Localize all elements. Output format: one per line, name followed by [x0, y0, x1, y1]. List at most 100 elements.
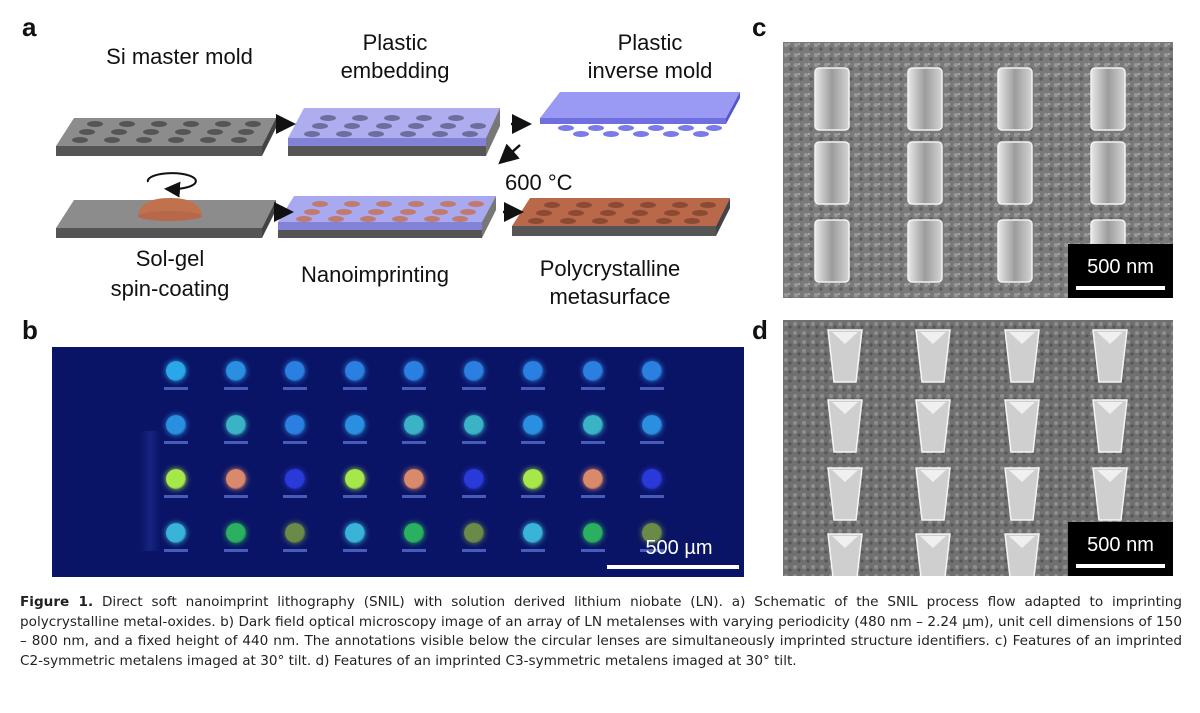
pillar-top	[1009, 536, 1035, 548]
inverse-pillars	[558, 125, 722, 137]
pillar-top	[920, 402, 946, 414]
structure-identifier	[640, 441, 664, 444]
pillar-top	[832, 332, 858, 344]
pillar-top	[1097, 402, 1123, 414]
scale-label-c: 500 nm	[1087, 256, 1154, 278]
structure-identifier	[640, 387, 664, 390]
label-temperature: 600 °C	[505, 170, 573, 195]
structure-identifier	[283, 549, 307, 552]
scale-bar-c	[1076, 286, 1165, 290]
imprint-identifier-mark	[140, 431, 160, 551]
dark-field-image: 500 µm	[52, 347, 744, 577]
structure-identifier	[223, 387, 248, 390]
metalens	[225, 361, 246, 381]
sem-c-features	[814, 67, 1126, 283]
structure-identifier	[283, 495, 307, 498]
structure-identifier	[461, 495, 486, 498]
scale-bar	[607, 565, 739, 569]
metalens	[463, 361, 484, 381]
metalens	[523, 523, 543, 543]
pillar-top	[1009, 332, 1035, 344]
sem-d-features	[827, 329, 1128, 576]
pillar-top	[920, 470, 946, 482]
metasurface-block	[512, 198, 730, 236]
scale-label: 500 µm	[645, 537, 713, 559]
metalens	[523, 469, 543, 489]
arrow-icon	[498, 143, 521, 165]
structure-identifier	[342, 387, 367, 390]
structure-identifier	[461, 387, 486, 390]
nanopillar	[907, 67, 943, 131]
structure-identifier	[521, 549, 545, 552]
metalens	[285, 415, 305, 435]
nanoimprinting-block	[278, 196, 496, 238]
metalens	[344, 415, 365, 435]
metalens	[285, 523, 305, 543]
nanopillar	[907, 141, 943, 205]
metalens	[642, 361, 662, 381]
nanopillar	[907, 219, 943, 283]
metalens	[344, 361, 365, 381]
process-schematic	[56, 92, 740, 238]
label-polycrystalline-line2: metasurface	[549, 284, 671, 309]
triangular-nanopillar	[827, 533, 863, 576]
metalens	[642, 523, 662, 543]
label-si-master-mold: Si master mold	[106, 44, 253, 69]
structure-identifier	[640, 495, 664, 498]
si-holes	[72, 121, 261, 143]
label-nanoimprinting: Nanoimprinting	[301, 262, 449, 287]
triangular-nanopillar	[1004, 329, 1040, 383]
label-inverse-mold-line1: Plastic	[617, 30, 683, 55]
structure-identifier	[342, 495, 367, 498]
pillar-top	[832, 402, 858, 414]
caption-label: Figure 1.	[20, 594, 94, 610]
imprint-features	[296, 201, 484, 222]
structure-identifier	[223, 495, 248, 498]
nanopillar	[997, 67, 1033, 131]
triangular-nanopillar	[827, 329, 863, 383]
metalens	[166, 415, 186, 435]
solgel-block	[56, 172, 276, 238]
sem-image-c2: 500 nm	[783, 42, 1173, 298]
inverse-mold-block	[540, 92, 740, 137]
structure-identifier	[521, 441, 545, 444]
metalens	[404, 361, 424, 381]
triangular-nanopillar	[1092, 399, 1128, 453]
metalens	[463, 415, 484, 435]
pillar-top	[832, 470, 858, 482]
pillar-top	[1009, 470, 1035, 482]
plastic-embedding-block	[288, 108, 500, 156]
structure-identifier	[580, 387, 605, 390]
triangular-nanopillar	[1004, 467, 1040, 521]
triangular-nanopillar	[1092, 467, 1128, 521]
metalens	[582, 469, 603, 489]
structure-identifier	[283, 441, 307, 444]
structure-identifier	[580, 441, 605, 444]
triangular-nanopillar	[827, 467, 863, 521]
structure-identifier	[283, 387, 307, 390]
structure-identifier	[521, 495, 545, 498]
pillar-top	[1097, 470, 1123, 482]
embedding-holes	[304, 115, 486, 137]
figure-caption: Figure 1. Direct soft nanoimprint lithog…	[20, 593, 1182, 671]
label-plastic-embedding-line1: Plastic	[362, 30, 428, 55]
scale-box-d: 500 nm	[1068, 522, 1173, 576]
triangular-nanopillar	[915, 399, 951, 453]
caption-text: Direct soft nanoimprint lithography (SNI…	[20, 594, 1182, 669]
scale-bar-d	[1076, 564, 1165, 568]
triangular-nanopillar	[827, 399, 863, 453]
panel-label-c: c	[752, 12, 767, 42]
structure-identifier	[223, 549, 248, 552]
nanopillar	[997, 219, 1033, 283]
metalens	[523, 361, 543, 381]
scale-box-c: 500 nm	[1068, 244, 1173, 298]
structure-identifier	[521, 387, 545, 390]
metalens	[166, 469, 186, 489]
metalens	[463, 469, 484, 489]
nanopillar	[814, 141, 850, 205]
panel-label-d: d	[752, 315, 768, 345]
structure-identifier	[164, 495, 188, 498]
metasurface-features	[528, 202, 716, 224]
metalens	[404, 523, 424, 543]
metalens	[642, 469, 662, 489]
